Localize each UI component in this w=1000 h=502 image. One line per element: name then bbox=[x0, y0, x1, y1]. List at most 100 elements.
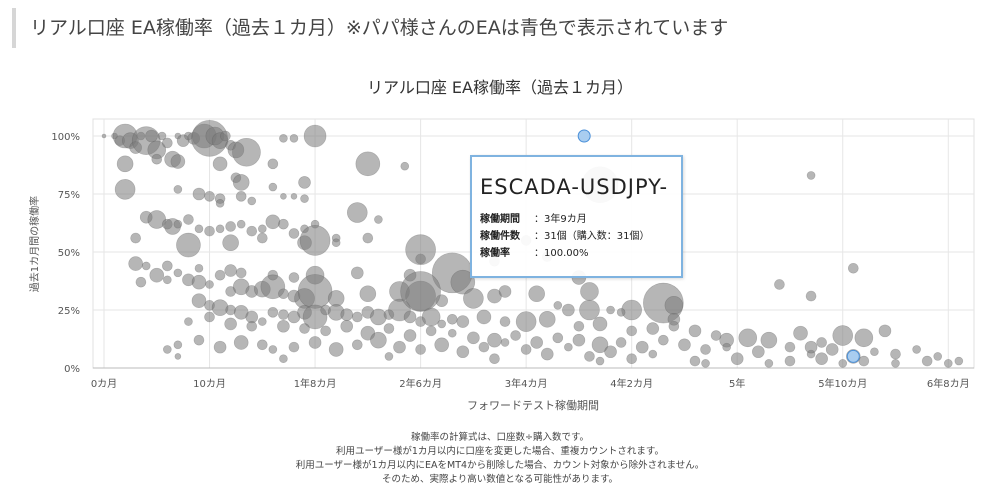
data-point[interactable] bbox=[437, 319, 447, 329]
data-point[interactable] bbox=[280, 193, 287, 200]
data-point[interactable] bbox=[635, 340, 649, 354]
data-point[interactable] bbox=[204, 225, 215, 237]
data-point[interactable] bbox=[838, 359, 848, 368]
data-point[interactable] bbox=[246, 320, 258, 332]
data-point[interactable] bbox=[320, 325, 331, 337]
data-point[interactable] bbox=[664, 296, 684, 315]
data-point[interactable] bbox=[580, 282, 599, 301]
data-point[interactable] bbox=[114, 179, 136, 200]
data-point[interactable] bbox=[225, 221, 236, 232]
data-point[interactable] bbox=[374, 215, 383, 224]
data-point[interactable] bbox=[738, 328, 758, 348]
data-point[interactable] bbox=[278, 309, 289, 320]
data-point[interactable] bbox=[288, 228, 300, 239]
data-point[interactable] bbox=[258, 317, 267, 326]
data-point[interactable] bbox=[170, 154, 186, 169]
data-point[interactable] bbox=[793, 325, 808, 341]
data-point[interactable] bbox=[784, 355, 796, 367]
data-point[interactable] bbox=[528, 285, 545, 303]
data-point[interactable] bbox=[700, 344, 711, 355]
data-point[interactable] bbox=[141, 261, 151, 271]
data-point[interactable] bbox=[456, 345, 470, 359]
data-point[interactable] bbox=[499, 316, 511, 327]
data-point[interactable] bbox=[668, 320, 680, 332]
data-point[interactable] bbox=[626, 353, 637, 365]
data-point[interactable] bbox=[267, 307, 279, 318]
data-point[interactable] bbox=[710, 330, 722, 341]
data-point[interactable] bbox=[370, 308, 387, 326]
data-point[interactable] bbox=[701, 359, 710, 368]
data-point[interactable] bbox=[730, 352, 744, 366]
data-point[interactable] bbox=[300, 194, 309, 203]
data-point[interactable] bbox=[688, 324, 702, 338]
data-point[interactable] bbox=[362, 232, 374, 244]
data-point[interactable] bbox=[192, 187, 206, 201]
data-point[interactable] bbox=[351, 339, 363, 351]
data-point[interactable] bbox=[954, 356, 964, 366]
data-point[interactable] bbox=[616, 308, 626, 317]
data-point[interactable] bbox=[370, 331, 387, 349]
data-point[interactable] bbox=[149, 267, 165, 283]
data-point[interactable] bbox=[258, 224, 267, 234]
data-point[interactable] bbox=[279, 134, 288, 143]
data-point[interactable] bbox=[520, 344, 532, 355]
data-point[interactable] bbox=[288, 341, 300, 353]
data-point[interactable] bbox=[176, 232, 201, 258]
data-point[interactable] bbox=[289, 134, 299, 143]
data-point[interactable] bbox=[722, 342, 731, 352]
data-point[interactable] bbox=[351, 311, 363, 323]
data-point[interactable] bbox=[331, 238, 341, 248]
data-point[interactable] bbox=[288, 272, 300, 283]
data-point[interactable] bbox=[101, 133, 107, 139]
data-point[interactable] bbox=[151, 153, 163, 165]
data-point[interactable] bbox=[162, 137, 173, 149]
data-point[interactable] bbox=[854, 328, 874, 348]
data-point[interactable] bbox=[224, 317, 237, 331]
data-point[interactable] bbox=[194, 263, 204, 273]
data-point[interactable] bbox=[646, 322, 660, 335]
data-point[interactable] bbox=[615, 337, 627, 348]
data-point[interactable] bbox=[215, 224, 225, 234]
data-point[interactable] bbox=[384, 352, 394, 361]
data-point[interactable] bbox=[890, 348, 901, 360]
data-point[interactable] bbox=[943, 359, 953, 368]
data-point[interactable] bbox=[489, 353, 500, 365]
data-points[interactable] bbox=[101, 120, 964, 368]
data-point[interactable] bbox=[591, 336, 609, 354]
data-point[interactable] bbox=[265, 214, 281, 230]
data-point[interactable] bbox=[678, 338, 691, 352]
data-point[interactable] bbox=[298, 176, 311, 189]
data-point[interactable] bbox=[163, 345, 172, 354]
data-point[interactable] bbox=[355, 151, 381, 177]
data-point[interactable] bbox=[553, 301, 563, 310]
data-point[interactable] bbox=[191, 293, 207, 309]
data-point[interactable] bbox=[299, 225, 331, 256]
data-point[interactable] bbox=[235, 191, 247, 202]
data-point[interactable] bbox=[247, 196, 257, 206]
data-point[interactable] bbox=[232, 137, 261, 167]
data-point[interactable] bbox=[135, 276, 147, 288]
data-point[interactable] bbox=[346, 202, 368, 223]
data-point[interactable] bbox=[222, 234, 239, 252]
data-point[interactable] bbox=[328, 342, 344, 357]
data-point[interactable] bbox=[933, 352, 943, 361]
data-point[interactable] bbox=[194, 224, 204, 234]
data-point[interactable] bbox=[832, 325, 854, 346]
data-point[interactable] bbox=[487, 332, 502, 348]
data-point[interactable] bbox=[183, 214, 194, 225]
data-point[interactable] bbox=[193, 334, 205, 346]
data-point[interactable] bbox=[204, 311, 215, 323]
data-point[interactable] bbox=[510, 330, 521, 341]
data-point[interactable] bbox=[214, 269, 226, 281]
data-point[interactable] bbox=[267, 158, 279, 170]
data-point[interactable] bbox=[500, 338, 510, 347]
data-point[interactable] bbox=[290, 193, 298, 200]
data-point[interactable] bbox=[184, 317, 193, 326]
data-point[interactable] bbox=[405, 234, 436, 265]
data-point[interactable] bbox=[658, 334, 669, 346]
data-point[interactable] bbox=[425, 325, 437, 337]
data-point[interactable] bbox=[774, 279, 785, 290]
data-point[interactable] bbox=[806, 171, 816, 180]
data-point[interactable] bbox=[815, 352, 828, 366]
data-point[interactable] bbox=[784, 341, 796, 353]
